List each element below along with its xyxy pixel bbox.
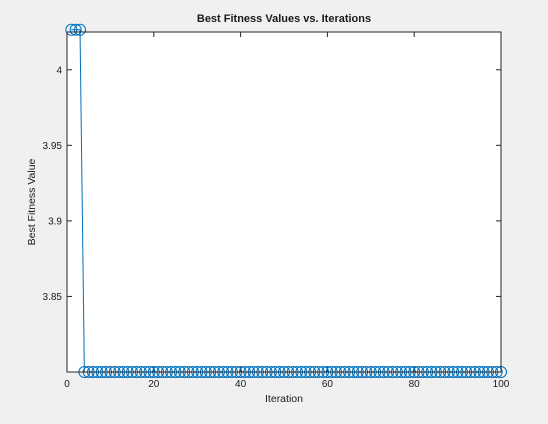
y-tick-label: 4: [56, 65, 62, 76]
x-tick-label: 80: [409, 379, 421, 390]
x-axis-label: Iteration: [265, 393, 303, 405]
chart-title: Best Fitness Values vs. Iterations: [197, 13, 371, 25]
data-point: [65, 23, 78, 36]
x-tick-label: 60: [322, 379, 334, 390]
x-tick-label: 40: [235, 379, 247, 390]
y-tick-label: 3.9: [48, 216, 62, 227]
y-tick-label: 3.85: [43, 292, 63, 303]
x-tick-label: 100: [493, 379, 510, 390]
x-tick-label: 0: [64, 379, 70, 390]
y-tick-label: 3.95: [43, 141, 63, 152]
data-point: [69, 23, 82, 36]
plot-area: [67, 32, 501, 372]
y-axis-label: Best Fitness Value: [26, 158, 38, 245]
x-tick-label: 20: [148, 379, 160, 390]
axes-box: [66, 31, 502, 373]
data-point: [74, 23, 87, 36]
ticks: 0 20 40 60 80 100 3.85 3.9 3.95 4: [43, 32, 510, 390]
